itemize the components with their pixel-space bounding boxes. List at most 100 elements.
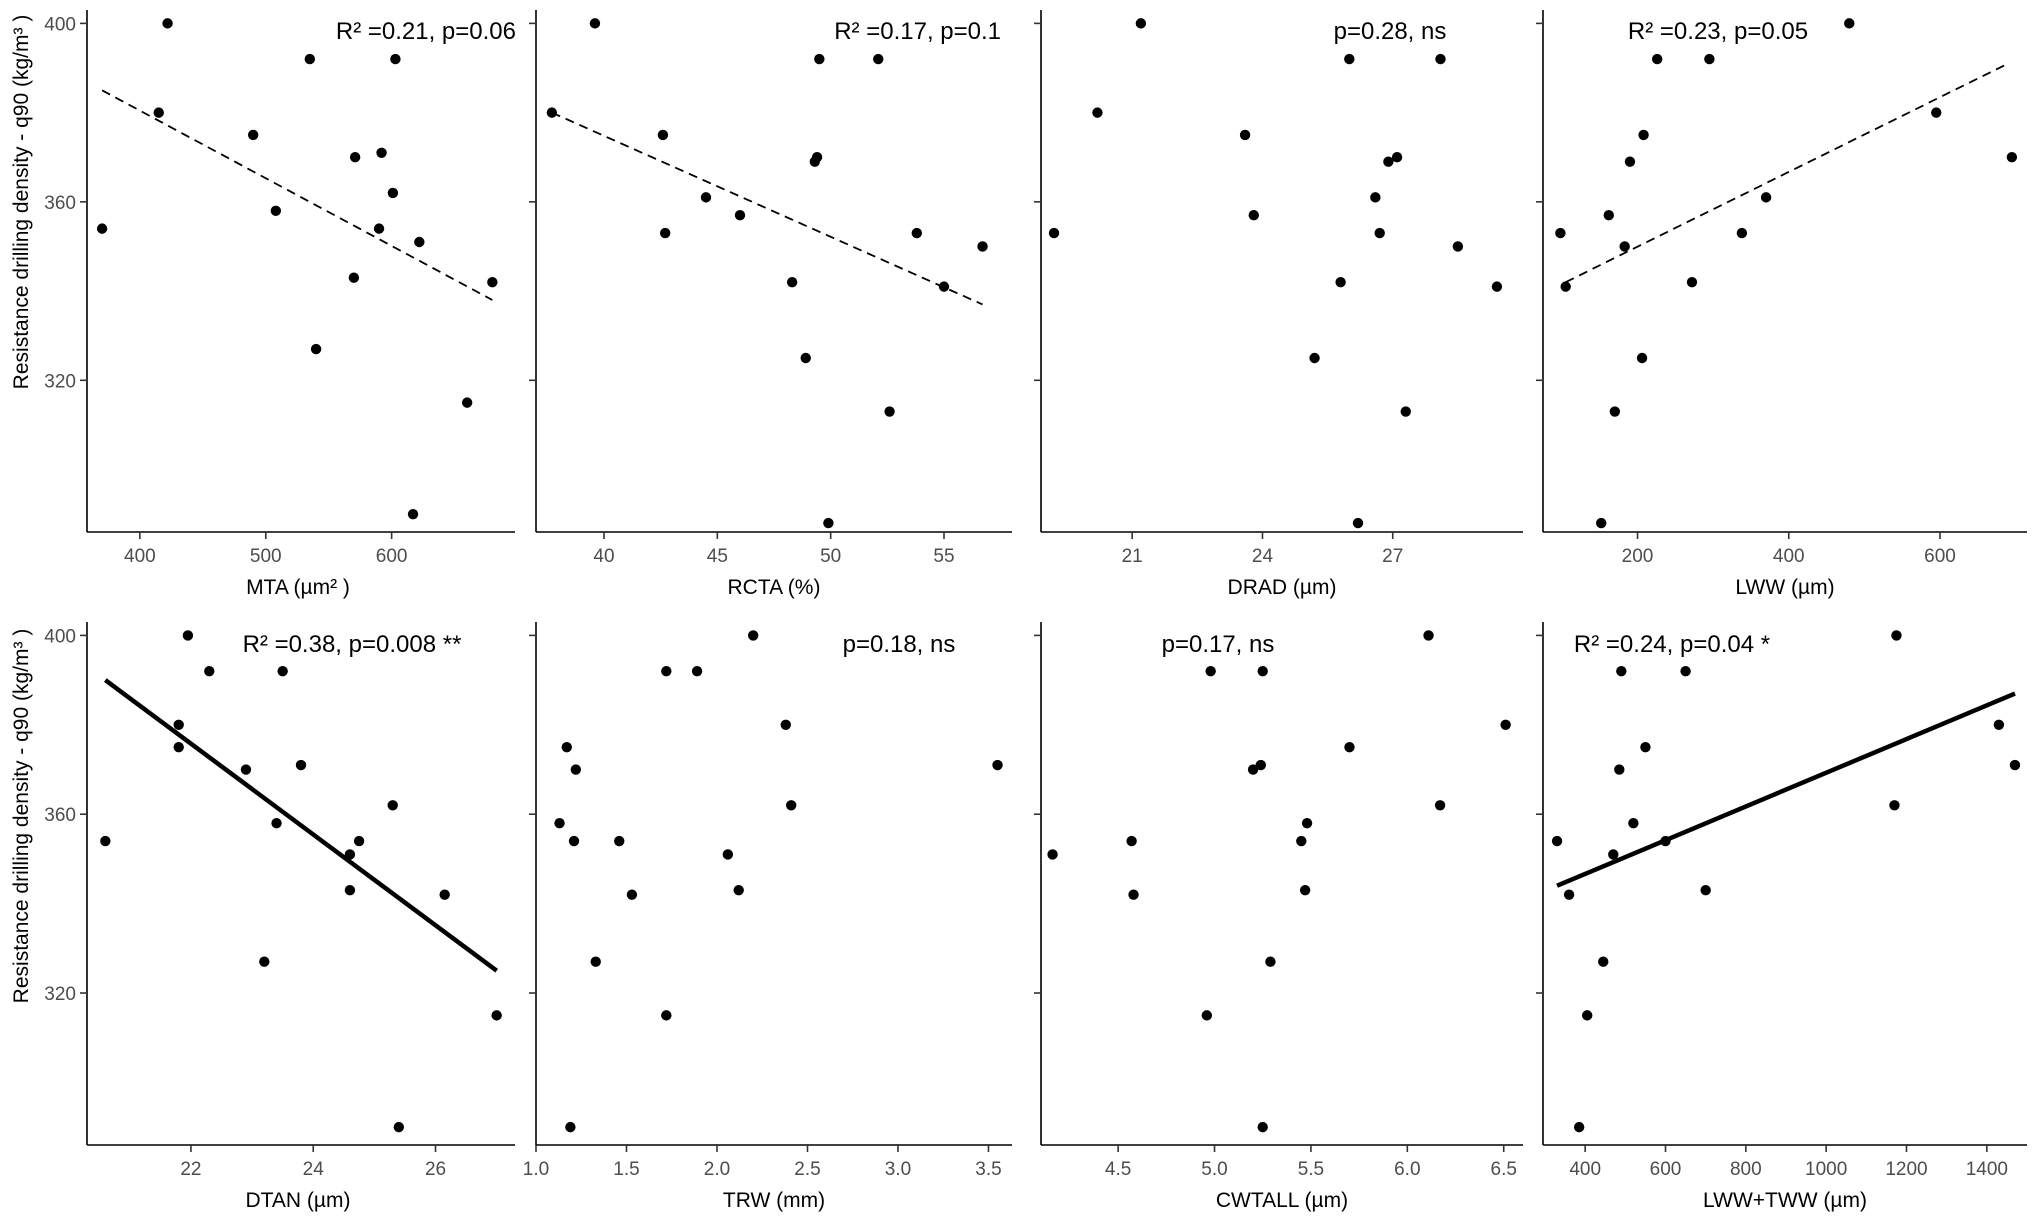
data-point: [259, 956, 270, 967]
data-point: [1135, 18, 1147, 29]
x-axis-title: RCTA (%): [728, 576, 821, 599]
data-point: [823, 517, 834, 529]
x-tick-label: 2.5: [794, 1159, 820, 1180]
data-point: [1296, 835, 1307, 847]
data-point: [1760, 192, 1772, 203]
data-point: [691, 665, 703, 677]
data-point: [1344, 741, 1355, 753]
panel-annotation: R² =0.23, p=0.05: [1628, 18, 1808, 45]
data-point: [1335, 276, 1346, 288]
data-point: [1370, 192, 1381, 203]
data-point: [657, 129, 669, 141]
x-axis-title: LWW (µm): [1735, 576, 1834, 599]
data-point: [1374, 227, 1385, 239]
data-point: [348, 272, 360, 283]
x-tick-label: 21: [1122, 546, 1143, 567]
data-point: [1255, 759, 1266, 771]
data-point: [1598, 956, 1609, 967]
panel-annotation: p=0.17, ns: [1162, 631, 1275, 658]
data-point: [700, 192, 712, 203]
panel-lww: LWW (µm) R² =0.23, p=0.05 200 400 600: [1536, 10, 2027, 599]
data-point: [247, 129, 259, 141]
data-point: [240, 764, 252, 775]
data-point: [1048, 227, 1060, 239]
data-point: [590, 956, 601, 967]
panel-annotation: p=0.28, ns: [1334, 18, 1447, 45]
y-tick-label: 360: [44, 193, 76, 214]
data-point: [491, 1010, 502, 1021]
panel-drad: DRAD (µm) p=0.28, ns 21 24 27: [1034, 10, 1523, 599]
data-point: [439, 889, 450, 900]
panel-mta: MTA (µm² ) R² =0.21, p=0.06 320 360 400 400…: [44, 10, 516, 599]
data-point: [1640, 741, 1651, 753]
x-tick-label: 45: [707, 546, 728, 567]
data-point: [733, 885, 744, 896]
data-point: [1205, 665, 1216, 677]
data-point: [1603, 210, 1614, 221]
x-axis-title: CWTALL (µm): [1216, 1189, 1348, 1212]
x-tick-label: 400: [1773, 546, 1805, 567]
data-point: [1704, 53, 1715, 65]
data-point: [1092, 107, 1103, 118]
data-point: [1128, 889, 1139, 900]
x-tick-label: 600: [1650, 1159, 1682, 1180]
data-point: [938, 281, 950, 292]
data-point: [911, 227, 922, 239]
data-point: [414, 236, 425, 248]
x-tick-label: 1000: [1805, 1159, 1847, 1180]
data-point: [162, 18, 173, 29]
data-point: [734, 210, 746, 221]
data-point: [660, 227, 671, 239]
data-point: [1889, 800, 1900, 811]
data-point: [614, 835, 625, 847]
data-point: [1560, 281, 1571, 292]
y-tick-label: 320: [44, 984, 76, 1005]
data-point: [565, 1121, 576, 1133]
panel-lww-tww: LWW+TWW (µm) R² =0.24, p=0.04 * 400 600 80…: [1536, 622, 2027, 1212]
data-point: [1247, 764, 1259, 775]
x-axis-title: DRAD (µm): [1228, 576, 1337, 599]
data-point: [1736, 227, 1748, 239]
x-tick-label: 27: [1382, 546, 1403, 567]
x-axis-title: LWW+TWW (µm): [1703, 1189, 1867, 1212]
panel-cwtall: CWTALL (µm) p=0.17, ns 4.5 5.0 5.5 6.0 6.5: [1034, 622, 1523, 1212]
y-axis-title-top: Resistance drilling density - q90 (kg/m³…: [10, 15, 33, 390]
x-tick-label: 5.0: [1201, 1159, 1227, 1180]
data-point: [1423, 630, 1434, 641]
data-point: [814, 53, 825, 65]
data-point: [1931, 107, 1942, 118]
data-point: [722, 849, 734, 860]
data-point: [1660, 835, 1671, 847]
data-point: [353, 835, 365, 847]
data-point: [1636, 352, 1648, 364]
data-point: [1201, 1010, 1213, 1021]
data-point: [546, 107, 558, 118]
data-point: [1400, 406, 1411, 417]
data-point: [811, 152, 823, 163]
data-point: [747, 630, 759, 641]
data-point: [570, 764, 582, 775]
data-point: [1573, 1121, 1585, 1133]
data-point: [800, 352, 811, 364]
data-point: [568, 835, 580, 847]
data-point: [390, 53, 401, 65]
x-tick-label: 500: [250, 546, 282, 567]
x-tick-label: 6.0: [1394, 1159, 1420, 1180]
data-point: [387, 187, 399, 199]
data-point: [1700, 885, 1711, 896]
data-point: [349, 152, 361, 163]
data-point: [554, 817, 565, 829]
data-point: [1301, 817, 1313, 829]
data-point: [1491, 281, 1503, 292]
data-point: [1435, 53, 1446, 65]
data-point: [277, 665, 288, 677]
x-tick-label: 24: [303, 1159, 325, 1180]
x-tick-label: 5.5: [1298, 1159, 1324, 1180]
data-point: [1614, 764, 1625, 775]
data-point: [310, 343, 322, 355]
x-tick-label: 55: [933, 546, 954, 567]
data-point: [1581, 1010, 1593, 1021]
panel-trw: TRW (mm) p=0.18, ns 1.0 1.5 2.0 2.5 3.0 3.5: [523, 622, 1012, 1212]
data-point: [780, 719, 791, 731]
panel-dtan: DTAN (µm) R² =0.38, p=0.008 ** 320 360 400…: [44, 622, 515, 1212]
